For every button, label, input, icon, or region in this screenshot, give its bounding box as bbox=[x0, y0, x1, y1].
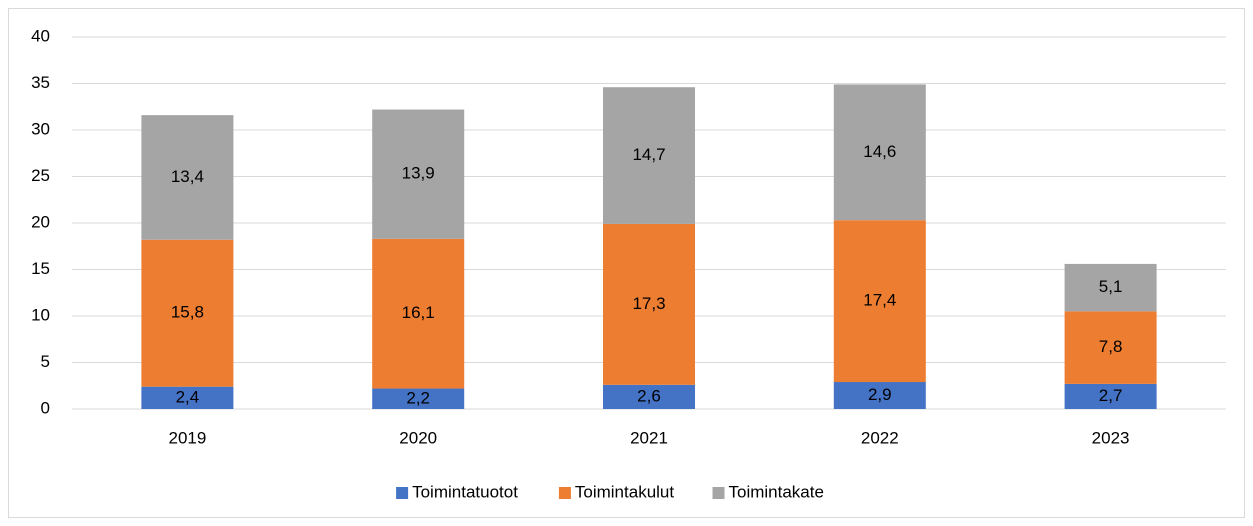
x-tick-label: 2023 bbox=[1092, 428, 1130, 447]
data-label: 2,9 bbox=[868, 385, 892, 404]
data-label: 2,4 bbox=[176, 387, 200, 406]
y-tick-label: 35 bbox=[31, 73, 50, 92]
legend-label: Toimintakate bbox=[729, 482, 824, 501]
legend-swatch bbox=[558, 487, 571, 499]
bar-segment bbox=[372, 238, 465, 389]
x-tick-label: 2019 bbox=[168, 428, 206, 447]
x-tick-label: 2020 bbox=[399, 428, 437, 447]
data-label: 2,7 bbox=[1099, 386, 1123, 405]
legend-swatch bbox=[712, 487, 725, 499]
bar-segment bbox=[833, 382, 926, 409]
data-label: 14,6 bbox=[863, 142, 896, 161]
legend-label: Toimintatuotot bbox=[412, 482, 518, 501]
bar-segment bbox=[1064, 263, 1157, 312]
bar-segment bbox=[833, 84, 926, 221]
bar-segment bbox=[603, 384, 695, 409]
data-label: 5,1 bbox=[1099, 277, 1123, 296]
legend-swatch bbox=[396, 487, 409, 499]
x-tick-label: 2021 bbox=[630, 428, 668, 447]
y-tick-label: 40 bbox=[31, 26, 50, 45]
data-label: 2,2 bbox=[406, 388, 430, 407]
data-label: 17,4 bbox=[863, 291, 896, 310]
legend-label: Toimintakulut bbox=[575, 482, 674, 501]
bar-segment bbox=[372, 388, 465, 409]
data-label: 15,8 bbox=[171, 303, 204, 322]
y-tick-label: 0 bbox=[41, 398, 50, 417]
data-label: 7,8 bbox=[1099, 337, 1123, 356]
y-tick-label: 20 bbox=[31, 212, 50, 231]
data-label: 16,1 bbox=[402, 303, 435, 322]
data-label: 14,7 bbox=[632, 145, 665, 164]
bar-segment bbox=[141, 115, 234, 240]
bar-segment bbox=[372, 109, 465, 239]
y-tick-label: 30 bbox=[31, 119, 50, 138]
bar-segment bbox=[1064, 311, 1157, 384]
x-tick-label: 2022 bbox=[861, 428, 899, 447]
bar-segment bbox=[141, 239, 234, 387]
y-tick-label: 10 bbox=[31, 305, 50, 324]
y-tick-label: 5 bbox=[41, 352, 50, 371]
data-label: 2,6 bbox=[637, 386, 661, 405]
data-label: 13,9 bbox=[402, 164, 435, 183]
bar-segment bbox=[833, 220, 926, 383]
bar-segment bbox=[141, 386, 234, 409]
bar-segment bbox=[603, 87, 695, 224]
y-tick-label: 25 bbox=[31, 166, 50, 185]
y-tick-label: 15 bbox=[31, 259, 50, 278]
data-label: 13,4 bbox=[171, 167, 204, 186]
bar-segment bbox=[1064, 383, 1157, 409]
bar-segment bbox=[603, 223, 695, 385]
data-label: 17,3 bbox=[632, 294, 665, 313]
